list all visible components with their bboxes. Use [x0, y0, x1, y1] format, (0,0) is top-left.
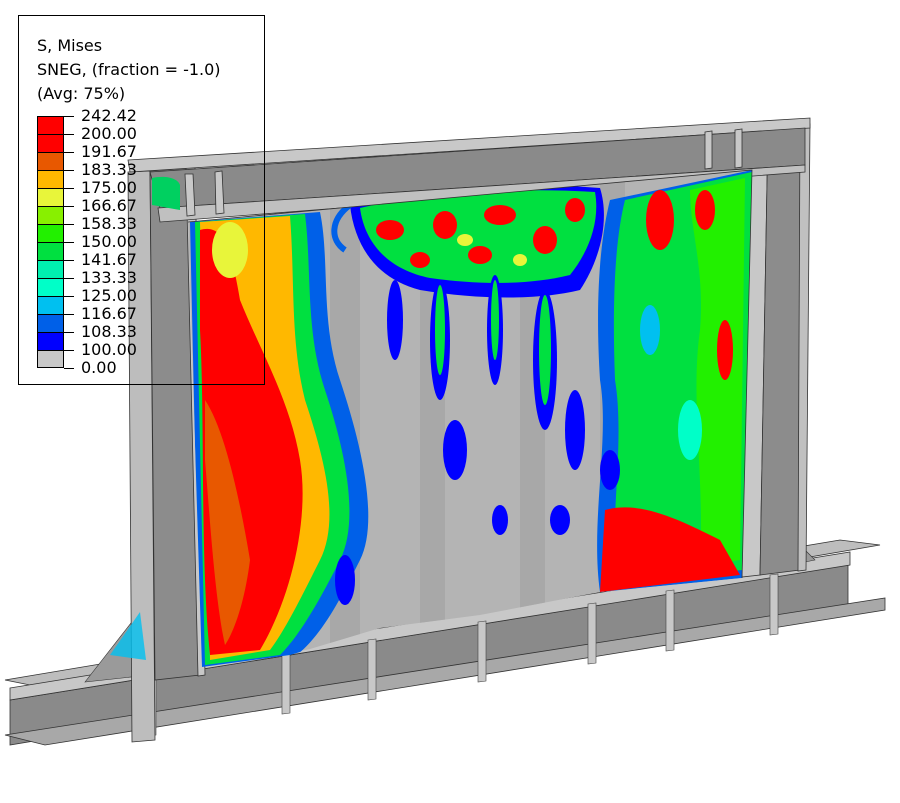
- legend-tick: [64, 206, 74, 207]
- legend-band: [37, 296, 64, 314]
- legend-tick: [64, 278, 74, 279]
- right-column: [741, 123, 811, 578]
- legend-tick-label: 200.00: [81, 124, 137, 143]
- legend-tick-label: 125.00: [81, 286, 137, 305]
- legend-tick-label: 158.33: [81, 214, 137, 233]
- legend-band: [37, 224, 64, 242]
- legend-band: [37, 116, 64, 134]
- legend-band: [37, 260, 64, 278]
- legend-band: [37, 314, 64, 332]
- legend-color-bar: [37, 116, 64, 368]
- web-panel: [188, 170, 752, 667]
- legend-tick: [64, 296, 74, 297]
- top-beam-contour: [152, 176, 180, 210]
- legend-band: [37, 188, 64, 206]
- legend-tick-label: 175.00: [81, 178, 137, 197]
- legend-tick-label: 0.00: [81, 358, 117, 377]
- legend-tick-label: 242.42: [81, 106, 137, 125]
- legend-tick-label: 183.33: [81, 160, 137, 179]
- legend-tick-label: 100.00: [81, 340, 137, 359]
- legend-tick: [64, 332, 74, 333]
- legend-tick-label: 116.67: [81, 304, 137, 323]
- legend-tick: [64, 116, 74, 117]
- legend-band: [37, 242, 64, 260]
- contour-legend: S, Mises SNEG, (fraction = -1.0) (Avg: 7…: [18, 15, 265, 385]
- legend-tick-label: 141.67: [81, 250, 137, 269]
- legend-tick: [64, 170, 74, 171]
- legend-tick: [64, 314, 74, 315]
- legend-tick: [64, 224, 74, 225]
- legend-tick-label: 150.00: [81, 232, 137, 251]
- legend-tick: [64, 242, 74, 243]
- legend-tick-label: 191.67: [81, 142, 137, 161]
- legend-tick: [64, 152, 74, 153]
- legend-tick: [64, 368, 74, 369]
- legend-tick: [64, 188, 74, 189]
- legend-tick-label: 166.67: [81, 196, 137, 215]
- web-panel-edge: [187, 169, 753, 579]
- legend-tick: [64, 350, 74, 351]
- legend-band: [37, 152, 64, 170]
- legend-band: [37, 206, 64, 224]
- legend-title-averaging: (Avg: 75%): [37, 84, 126, 103]
- legend-band: [37, 170, 64, 188]
- legend-band: [37, 134, 64, 152]
- top-beam: [127, 117, 811, 223]
- legend-tick-label: 108.33: [81, 322, 137, 341]
- gusset-left-contour: [110, 612, 146, 660]
- legend-tick: [64, 260, 74, 261]
- legend-title-section: SNEG, (fraction = -1.0): [37, 60, 221, 79]
- legend-band: [37, 332, 64, 350]
- legend-band: [37, 350, 64, 368]
- legend-tick: [64, 134, 74, 135]
- legend-tick-label: 133.33: [81, 268, 137, 287]
- legend-band: [37, 278, 64, 296]
- legend-title-variable: S, Mises: [37, 36, 103, 55]
